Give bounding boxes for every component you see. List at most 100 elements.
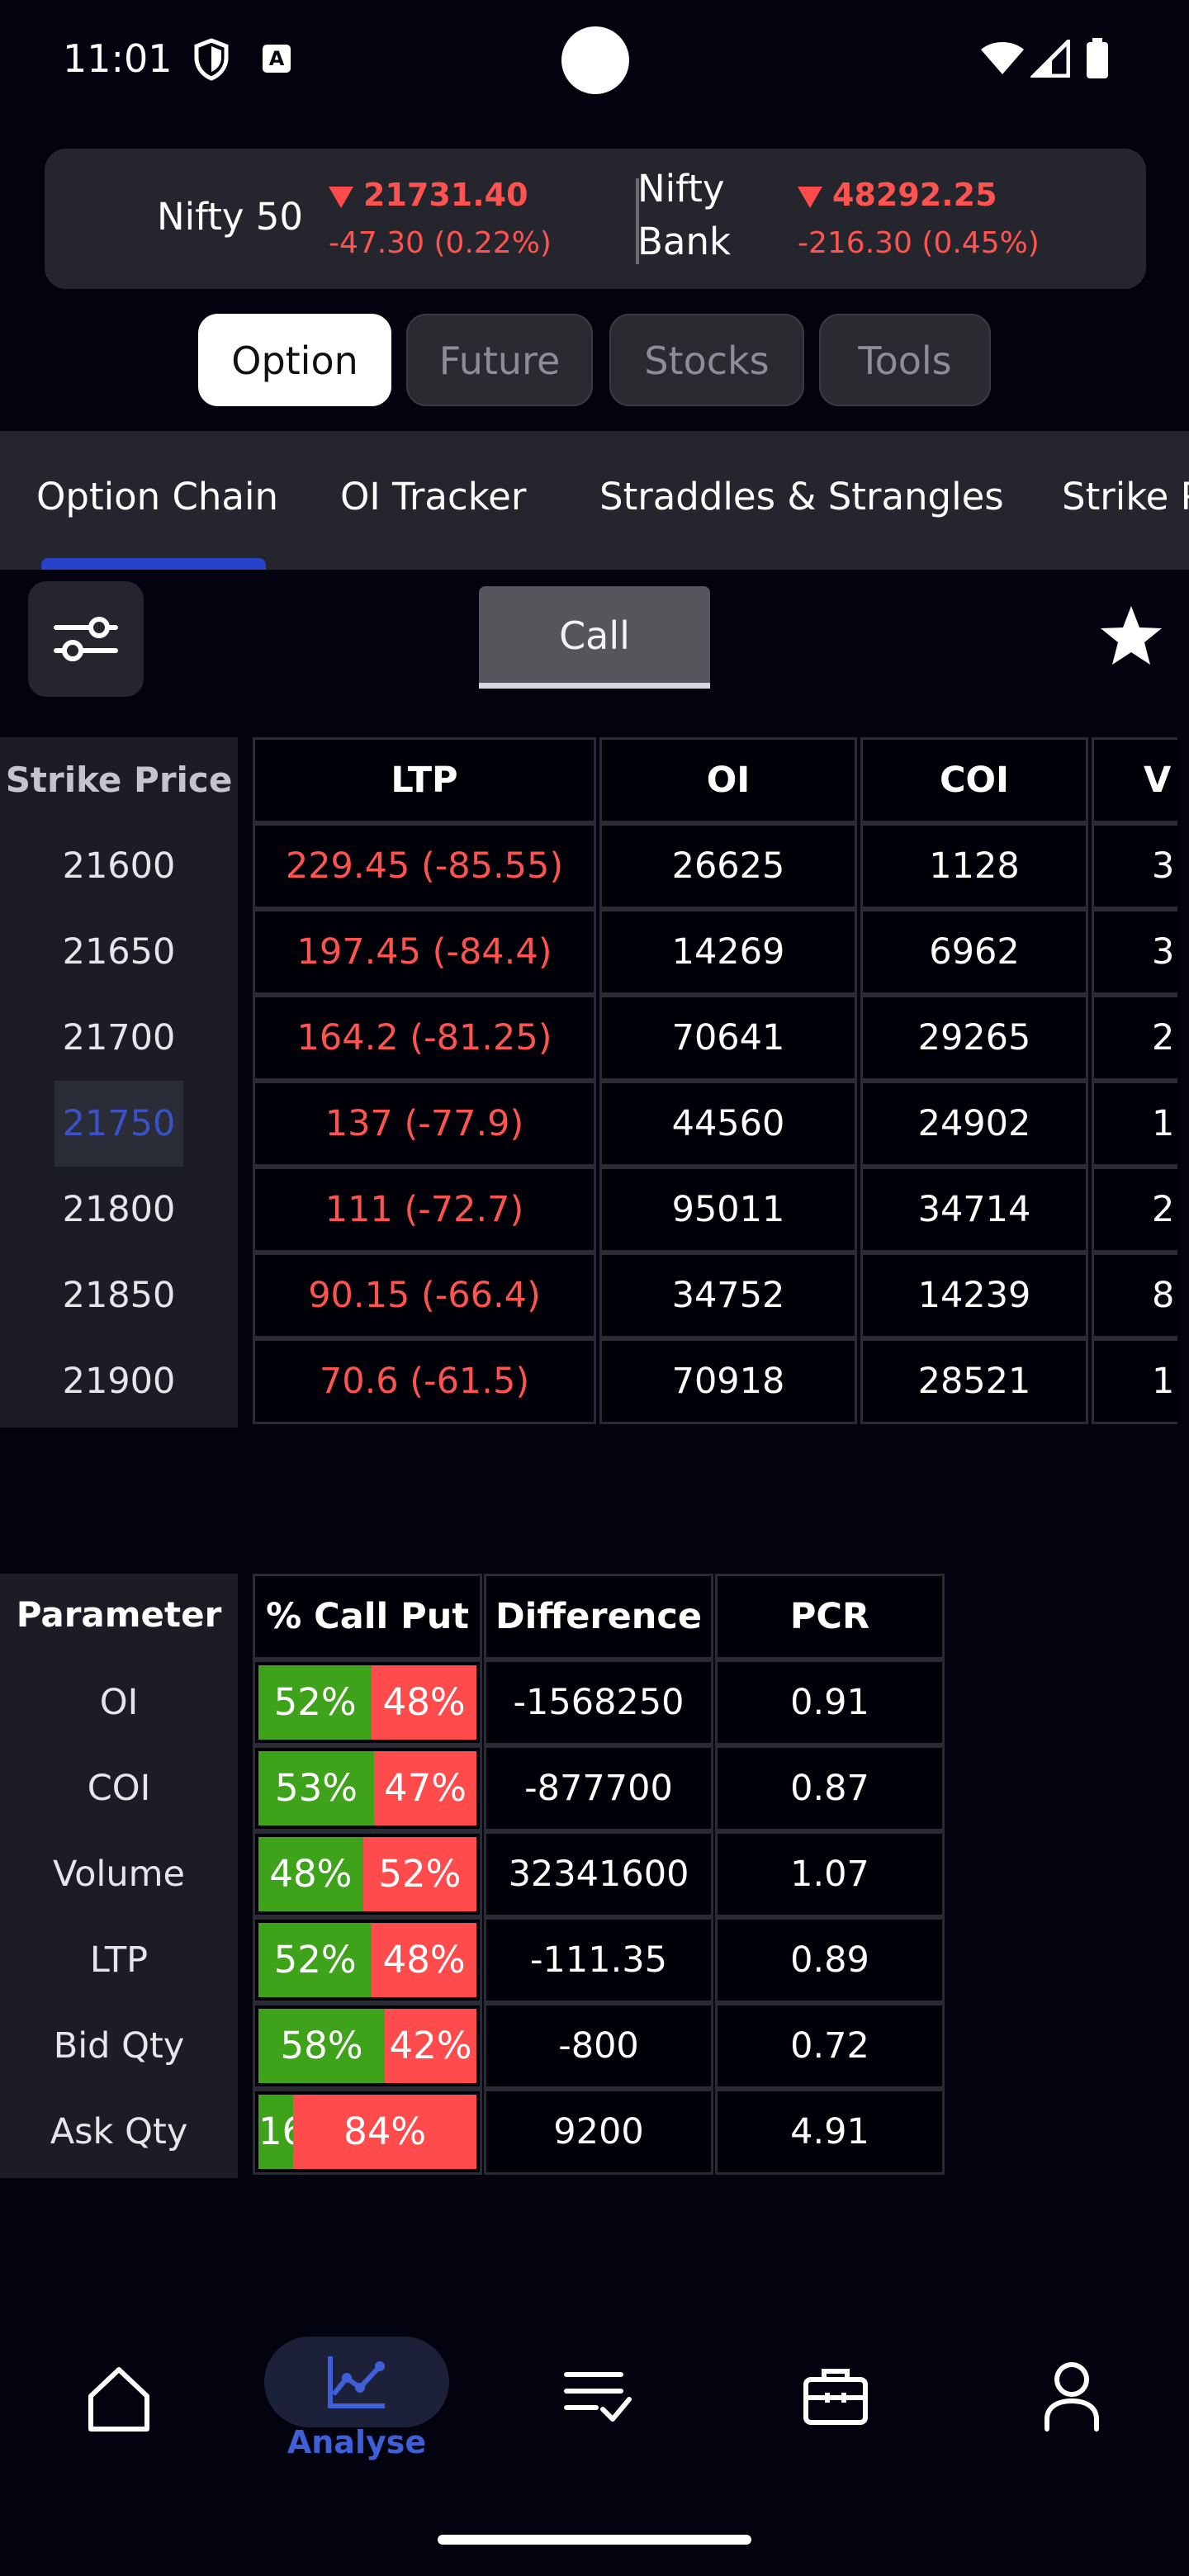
call-put-bar: 53% 47% (253, 1745, 482, 1831)
pcr-cell: 0.89 (715, 1917, 945, 2003)
tab-straddles-strangles[interactable]: Straddles & Strangles (599, 475, 1004, 519)
put-share: 48% (372, 1923, 476, 1997)
nav-home[interactable] (53, 2337, 185, 2452)
call-put-ratio-bar: 58% 42% (258, 2009, 476, 2083)
nav-orders[interactable] (528, 2337, 661, 2452)
strike-cell-atm[interactable]: 21750 (62, 1103, 176, 1144)
difference-cell: -800 (484, 2003, 713, 2089)
strike-cell[interactable]: 21900 (62, 1361, 176, 1402)
call-put-bar: 48% 52% (253, 1831, 482, 1917)
shield-icon (194, 38, 229, 81)
divider (636, 178, 639, 264)
coi-cell: 1128 (860, 823, 1088, 909)
call-put-ratio-bar: 52% 48% (258, 1923, 476, 1997)
wifi-icon (981, 42, 1024, 74)
nav-analyse-label[interactable]: Analyse (287, 2424, 427, 2460)
put-share: 84% (293, 2095, 476, 2169)
tab-strike-p[interactable]: Strike P (1062, 475, 1189, 519)
strike-cell[interactable]: 21700 (62, 1017, 176, 1058)
segment-stocks[interactable]: Stocks (609, 314, 804, 406)
segment-option[interactable]: Option (198, 314, 391, 406)
coi-cell: 34714 (860, 1167, 1088, 1252)
parameter-name: Volume (53, 1854, 185, 1895)
index-change-banknifty: -216.30 (0.45%) (798, 226, 1040, 260)
a-badge-icon: A (263, 45, 291, 73)
atm-highlight (54, 1081, 183, 1167)
index-ticker-card[interactable]: Nifty 50 21731.40 -47.30 (0.22%) Nifty B… (45, 149, 1146, 289)
strike-cell[interactable]: 21650 (62, 931, 176, 973)
call-share: 16% (258, 2095, 341, 2169)
status-time: 11:01 (63, 36, 173, 81)
parameter-name: Ask Qty (50, 2111, 188, 2152)
strike-price-header: Strike Price (5, 760, 233, 800)
home-indicator[interactable] (438, 2535, 751, 2545)
column-header-coi: COI (860, 737, 1088, 823)
volume-cell: 1 (1092, 1338, 1177, 1424)
coi-cell: 29265 (860, 995, 1088, 1081)
ltp-cell: 164.2 (-81.25) (253, 995, 596, 1081)
coi-cell: 6962 (860, 909, 1088, 995)
pcr-cell: 0.87 (715, 1745, 945, 1831)
oi-cell: 70918 (599, 1338, 857, 1424)
parameter-name: LTP (89, 1939, 149, 1981)
call-put-bar: 58% 42% (253, 2003, 482, 2089)
put-share: 48% (372, 1665, 476, 1740)
ltp-cell: 90.15 (-66.4) (253, 1252, 596, 1338)
star-icon[interactable] (1098, 603, 1164, 669)
call-put-header: % Call Put (253, 1574, 482, 1660)
strike-cell[interactable]: 21850 (62, 1275, 176, 1316)
segment-future[interactable]: Future (406, 314, 593, 406)
call-put-bar: 52% 48% (253, 1660, 482, 1745)
subtab-bar: Option Chain OI Tracker Straddles & Stra… (0, 431, 1189, 570)
pcr-cell: 4.91 (715, 2089, 945, 2175)
strike-cell[interactable]: 21600 (62, 845, 176, 887)
orders-icon (564, 2372, 632, 2422)
coi-cell: 14239 (860, 1252, 1088, 1338)
oi-cell: 34752 (599, 1252, 857, 1338)
segment-tools[interactable]: Tools (819, 314, 991, 406)
oi-cell: 70641 (599, 995, 857, 1081)
pcr-cell: 0.72 (715, 2003, 945, 2089)
nav-analyse[interactable] (264, 2337, 449, 2427)
volume-cell: 8 (1092, 1252, 1177, 1338)
ltp-cell: 137 (-77.9) (253, 1081, 596, 1167)
status-bar: 11:01 A (0, 0, 1189, 124)
nav-portfolio[interactable] (770, 2337, 902, 2452)
home-icon (88, 2367, 149, 2432)
nav-profile[interactable] (1006, 2337, 1138, 2452)
put-share: 42% (385, 2009, 476, 2083)
ltp-cell: 229.45 (-85.55) (253, 823, 596, 909)
pcr-header: PCR (715, 1574, 945, 1660)
call-share: 52% (258, 1923, 372, 1997)
strike-cell[interactable]: 21800 (62, 1189, 176, 1230)
analyse-chart-icon (328, 2356, 385, 2408)
index-change-nifty50: -47.30 (0.22%) (329, 226, 552, 260)
call-put-ratio-bar: 16% 84% (258, 2095, 476, 2169)
ltp-cell: 197.45 (-84.4) (253, 909, 596, 995)
index-price-nifty50: 21731.40 (329, 175, 528, 215)
ltp-cell: 70.6 (-61.5) (253, 1338, 596, 1424)
pcr-cell: 0.91 (715, 1660, 945, 1745)
portfolio-icon (803, 2369, 868, 2425)
ltp-cell: 111 (-72.7) (253, 1167, 596, 1252)
active-tab-indicator (41, 558, 266, 570)
volume-cell: 3 (1092, 909, 1177, 995)
coi-cell: 24902 (860, 1081, 1088, 1167)
difference-header: Difference (484, 1574, 713, 1660)
call-put-toggle[interactable]: Call (479, 586, 710, 689)
call-share: 58% (258, 2009, 386, 2083)
call-share: 48% (258, 1837, 363, 1911)
difference-cell: -111.35 (484, 1917, 713, 2003)
column-header-volume: V (1092, 737, 1177, 823)
profile-icon (1045, 2362, 1099, 2432)
pcr-cell: 1.07 (715, 1831, 945, 1917)
call-put-ratio-bar: 48% 52% (258, 1837, 476, 1911)
tab-option-chain[interactable]: Option Chain (36, 475, 279, 519)
battery-icon (1087, 38, 1108, 78)
camera-cutout (561, 26, 629, 94)
option-chain-grid[interactable]: LTP OI COI V 229.45 (-85.55) 26625 1128 … (253, 737, 1177, 1428)
difference-cell: 32341600 (484, 1831, 713, 1917)
tab-oi-tracker[interactable]: OI Tracker (340, 475, 527, 519)
put-share: 47% (373, 1751, 476, 1825)
filter-button[interactable] (28, 581, 144, 697)
